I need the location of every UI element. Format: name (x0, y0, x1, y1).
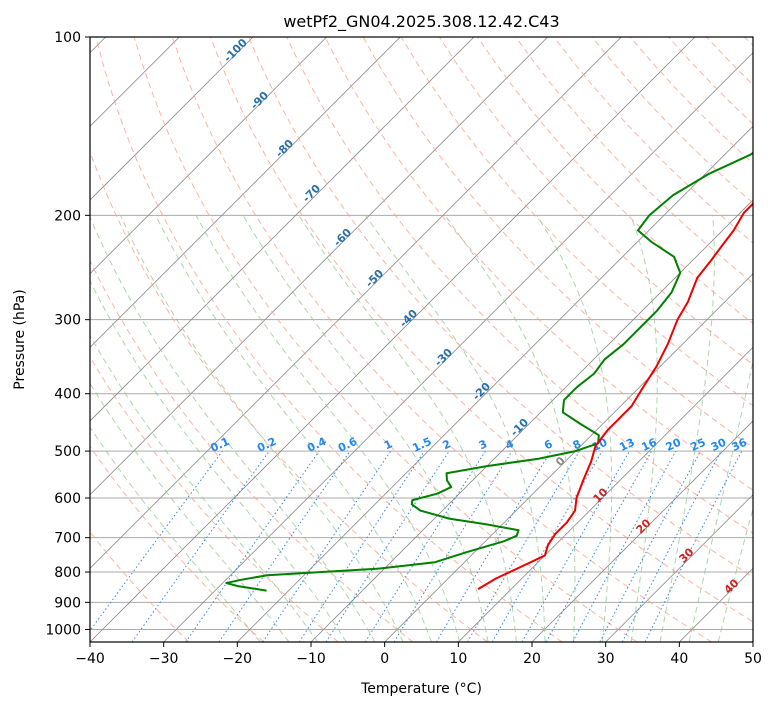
y-tick-label: 300 (54, 313, 81, 329)
mixing-ratio-line (545, 450, 653, 642)
mixing-ratio-label: 13 (617, 436, 636, 454)
y-tick-label: 600 (54, 491, 81, 507)
mixing-ratio-label: 20 (664, 436, 684, 454)
moist-adiabat-line (242, 215, 489, 642)
x-axis-title: Temperature (°C) (360, 681, 482, 697)
x-tick-label: −20 (223, 651, 253, 667)
mixing-ratio-label: 30 (709, 436, 729, 454)
x-tick-label: −10 (296, 651, 326, 667)
chart-title: wetPf2_GN04.2025.308.12.42.C43 (283, 12, 559, 32)
dry-adiabat-line (90, 259, 414, 642)
mixing-ratio-label: 16 (639, 436, 659, 454)
isotherm-line (531, 420, 753, 642)
y-tick-label: 100 (54, 30, 81, 46)
isotherm-line (90, 37, 401, 348)
moist-adiabat-line (90, 334, 319, 642)
dry-adiabat-line (209, 37, 753, 623)
moist-adiabat-line (444, 215, 576, 642)
moist-adiabat-line (659, 215, 715, 642)
dewpoint-profile-line (225, 151, 753, 592)
moist-adiabat-line (195, 215, 461, 642)
mixing-ratio-line (644, 450, 743, 642)
dry-adiabat-line (171, 37, 712, 642)
y-tick-label: 500 (54, 444, 81, 460)
mixing-ratio-line (298, 450, 425, 642)
mixing-ratio-line (521, 450, 630, 642)
moist-adiabat-line (90, 215, 376, 642)
mixing-ratio-line (262, 450, 392, 642)
dry-adiabat-line (438, 37, 753, 366)
mixing-ratio-line (393, 450, 513, 642)
moist-adiabat-line (155, 215, 432, 642)
isotherm-line (458, 346, 753, 642)
moist-adiabat-line (630, 215, 658, 642)
isotherm-line (90, 37, 327, 275)
temperature-profile-line (477, 202, 753, 591)
isotherm-line (605, 494, 753, 642)
mixing-ratio-line (185, 450, 320, 642)
mixing-ratio-line (572, 450, 677, 642)
x-tick-label: 30 (597, 651, 615, 667)
y-tick-label: 400 (54, 387, 81, 403)
x-tick-label: −30 (149, 651, 179, 667)
y-tick-label: 200 (54, 208, 81, 224)
dry-adiabat-line (90, 356, 339, 642)
moist-adiabat-line (90, 426, 261, 642)
isotherm-line (163, 52, 753, 642)
x-tick-label: 0 (380, 651, 389, 667)
dry-adiabat-line (515, 37, 753, 284)
mixing-ratio-line (90, 450, 223, 632)
dry-adiabat-line (90, 445, 264, 642)
isotherm-line (237, 125, 753, 642)
dry-adiabat-line (476, 37, 753, 325)
isotherm-line (90, 37, 696, 642)
x-tick-label: 10 (449, 651, 467, 667)
isotherm-line (90, 37, 622, 569)
isotherm-line (384, 273, 753, 642)
y-tick-label: 900 (54, 595, 81, 611)
x-tick-label: 50 (744, 651, 762, 667)
moist-adiabat-line (120, 215, 404, 642)
mixing-ratio-line (325, 450, 450, 642)
y-tick-label: 800 (54, 565, 81, 581)
dry-adiabat-line (90, 150, 488, 642)
mixing-ratio-line (218, 450, 351, 642)
x-tick-label: −40 (75, 651, 105, 667)
mixing-ratio-label: 36 (730, 436, 750, 454)
x-tick-label: 20 (523, 651, 541, 667)
x-tick-label: 40 (670, 651, 688, 667)
dry-adiabat-line (400, 37, 753, 407)
isotherm-line (90, 37, 254, 201)
moist-adiabat-line (364, 215, 546, 642)
y-tick-label: 700 (54, 531, 81, 547)
moist-adiabat-line (536, 215, 613, 642)
isotherm-line (90, 37, 475, 422)
mixing-ratio-line (131, 450, 270, 642)
mixing-ratio-label: 25 (688, 436, 707, 454)
isotherm-line (90, 37, 548, 496)
moist-adiabat-line (90, 279, 347, 642)
plot-frame (89, 36, 754, 643)
y-axis-title: Pressure (hPa) (12, 289, 28, 389)
dry-adiabat-line (95, 37, 563, 642)
y-tick-label: 1000 (45, 622, 81, 638)
